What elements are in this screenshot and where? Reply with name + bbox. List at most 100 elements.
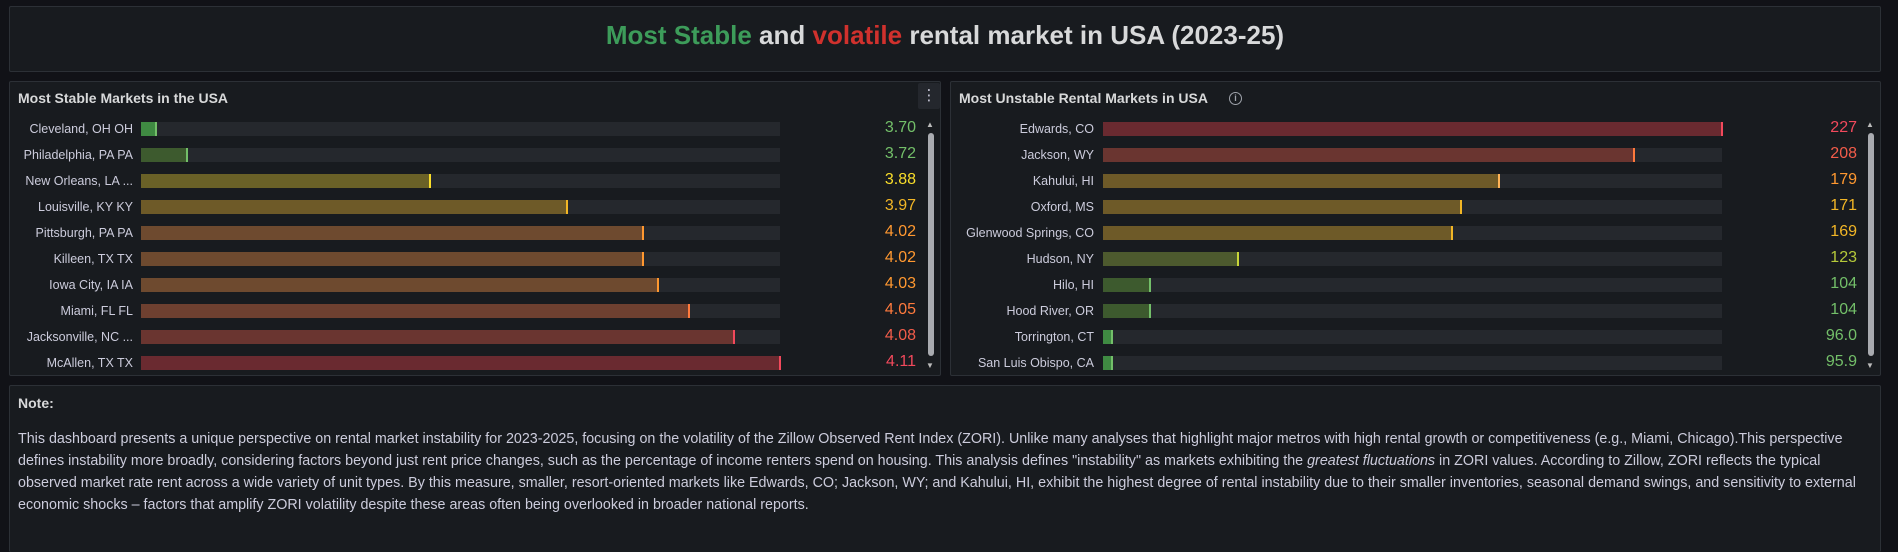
bar-label: Glenwood Springs, CO [966,226,1094,240]
bar-cap [566,200,568,214]
unstable-markets-panel: Most Unstable Rental Markets in USA i Ed… [950,81,1881,376]
more-vertical-icon[interactable]: ⋮ [918,83,940,109]
bar-label: San Luis Obispo, CA [977,356,1094,370]
note-emphasis: greatest fluctuations [1307,453,1436,469]
bar-value: 4.02 [884,249,916,266]
bar-track [141,278,780,292]
bar-cap [1460,200,1463,214]
bar-row[interactable]: Hudson, NY 123 [951,248,1866,274]
bar-track [141,148,780,162]
bar-cap [687,304,690,318]
bar-row[interactable]: Miami, FL FL 4.05 [10,300,926,326]
bar-row[interactable]: San Luis Obispo, CA 95.9 [951,352,1866,371]
bar-label: Jacksonville, NC ... [26,330,133,344]
bar-cap [1148,304,1151,318]
bar-row[interactable]: Philadelphia, PA PA 3.72 [10,144,926,170]
bar-track [141,122,780,136]
bar-value: 179 [1830,171,1857,188]
title-stable-word: Most Stable [605,20,752,50]
stable-bar-list: Cleveland, OH OH 3.70 Philadelphia, PA PA 3… [10,118,926,371]
bar-track [141,226,780,240]
title-volatile-word: volatile [812,20,903,50]
bar-row[interactable]: New Orleans, LA ... 3.88 [10,170,926,196]
unstable-bar-list: Edwards, CO 227 Jackson, WY 208 Kahului, HI 1… [951,118,1866,371]
bar-fill [141,148,188,162]
bar-fill [1103,226,1454,240]
bar-cap [155,122,158,136]
bar-value: 96.0 [1825,327,1857,344]
bar-row[interactable]: Torrington, CT 96.0 [951,326,1866,352]
stable-panel-title[interactable]: Most Stable Markets in the USA [18,90,229,106]
note-panel: Note: This dashboard presents a unique p… [9,385,1881,552]
bar-fill [141,278,660,292]
bar-row[interactable]: McAllen, TX TX 4.11 [10,352,926,371]
bar-label: Pittsburgh, PA PA [35,226,133,240]
bar-track [1103,252,1722,266]
bar-cap [1111,330,1114,344]
bar-cap [429,174,432,188]
bar-row[interactable]: Glenwood Springs, CO 169 [951,222,1866,248]
bar-label: Edwards, CO [1019,122,1094,136]
bar-row[interactable]: Killeen, TX TX 4.02 [10,248,926,274]
stable-markets-panel: Most Stable Markets in the USA ⋮ Clevela… [9,81,941,376]
scroll-down-icon[interactable]: ▼ [1866,361,1874,370]
bar-row[interactable]: Louisville, KY KY 3.97 [10,196,926,222]
info-circle-icon[interactable]: i [1229,92,1242,105]
stable-scroll-thumb[interactable] [928,133,934,356]
note-text-part2: in ZORI values. According to Zillow, ZOR… [18,453,1856,513]
bar-row[interactable]: Cleveland, OH OH 3.70 [10,118,926,144]
bar-row[interactable]: Hood River, OR 104 [951,300,1866,326]
scroll-up-icon[interactable]: ▲ [926,120,934,129]
bar-track [141,252,780,266]
bar-row[interactable]: Jackson, WY 208 [951,144,1866,170]
dashboard-title: Most Stable and volatile rental market i… [10,20,1880,51]
title-panel: Most Stable and volatile rental market i… [9,6,1881,72]
scroll-up-icon[interactable]: ▲ [1866,120,1874,129]
bar-track [141,304,780,318]
bar-fill [1103,200,1463,214]
bar-fill [1103,304,1151,318]
bar-value: 3.70 [884,119,916,136]
note-text-part1: This dashboard presents a unique perspec… [18,431,1843,469]
bar-cap [733,330,736,344]
bar-label: Oxford, MS [1030,200,1094,214]
bar-label: Philadelphia, PA PA [23,148,133,162]
stable-scrollbar[interactable]: ▲ ▼ [926,120,934,370]
note-body: This dashboard presents a unique perspec… [18,428,1864,516]
bar-fill [1103,122,1723,136]
bar-cap [185,148,188,162]
bar-label: Killeen, TX TX [53,252,133,266]
unstable-scrollbar[interactable]: ▲ ▼ [1866,120,1874,370]
bar-row[interactable]: Jacksonville, NC ... 4.08 [10,326,926,352]
scroll-down-icon[interactable]: ▼ [926,361,934,370]
unstable-panel-title[interactable]: Most Unstable Rental Markets in USA [959,90,1208,106]
unstable-scroll-thumb[interactable] [1868,133,1874,356]
bar-track [1103,304,1722,318]
bar-fill [1103,148,1635,162]
bar-row[interactable]: Hilo, HI 104 [951,274,1866,300]
bar-value: 4.05 [884,301,916,318]
bar-value: 169 [1830,223,1857,240]
bar-label: Miami, FL FL [60,304,133,318]
bar-fill [141,122,158,136]
bar-row[interactable]: Pittsburgh, PA PA 4.02 [10,222,926,248]
bar-row[interactable]: Kahului, HI 179 [951,170,1866,196]
bar-track [1103,356,1722,370]
bar-fill [141,226,645,240]
bar-label: Torrington, CT [1014,330,1094,344]
bar-row[interactable]: Edwards, CO 227 [951,118,1866,144]
bar-value: 208 [1830,145,1857,162]
bar-track [141,200,780,214]
bar-fill [141,200,568,214]
bar-cap [1236,252,1239,266]
bar-fill [141,174,432,188]
bar-label: Hudson, NY [1026,252,1094,266]
bar-track [1103,174,1722,188]
bar-cap [1451,226,1454,240]
bar-fill [1103,278,1151,292]
bar-value: 171 [1830,197,1857,214]
bar-cap [1497,174,1500,188]
bar-row[interactable]: Iowa City, IA IA 4.03 [10,274,926,300]
bar-value: 104 [1830,301,1857,318]
bar-row[interactable]: Oxford, MS 171 [951,196,1866,222]
